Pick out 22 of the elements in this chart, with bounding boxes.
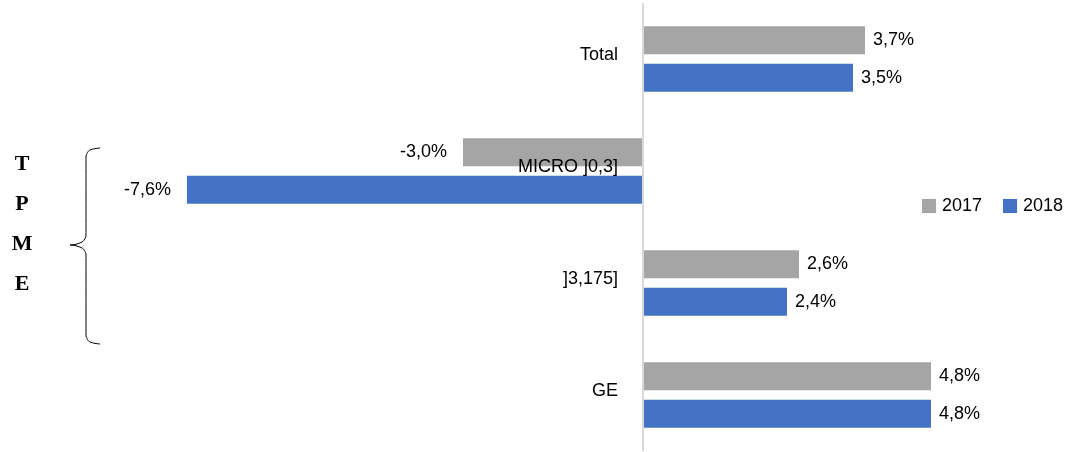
- y-tick-label: MICRO ]0,3]: [517, 156, 618, 176]
- bar: [642, 362, 931, 391]
- data-label: 2,4%: [794, 290, 837, 311]
- data-label: 3,7%: [872, 29, 915, 50]
- text: TPME: [11, 150, 33, 295]
- y-tick-label: Total: [579, 44, 618, 64]
- data-label: 4,8%: [938, 365, 981, 386]
- y-tick-label: GE: [591, 380, 618, 400]
- data-label: -3,0%: [399, 141, 447, 162]
- bar: [186, 175, 643, 204]
- data-label: -7,6%: [123, 178, 171, 199]
- legend-label: 2018: [1023, 195, 1064, 215]
- data-label: 4,8%: [938, 402, 981, 423]
- bar: [642, 287, 787, 316]
- data-label: 3,5%: [860, 66, 903, 87]
- bar: [642, 250, 799, 279]
- legend-label: 2017: [942, 195, 983, 215]
- bar: [642, 63, 853, 92]
- y-tick-label: ]3,175]: [562, 268, 618, 288]
- data-label: 2,6%: [806, 253, 849, 274]
- bar: [642, 399, 931, 428]
- bar: [642, 26, 865, 55]
